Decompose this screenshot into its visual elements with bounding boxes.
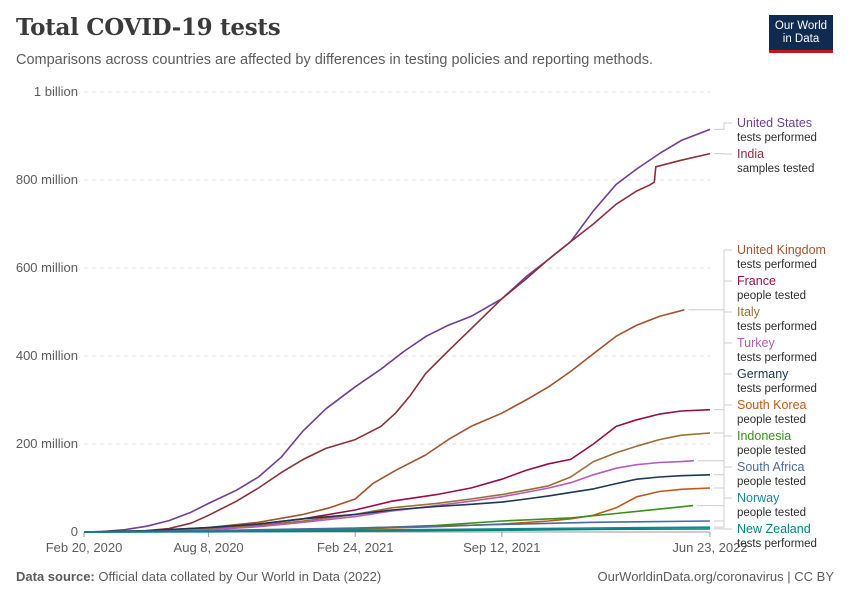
series-line-turkey (83, 459, 694, 533)
label-connector (714, 280, 732, 411)
label-connector (697, 342, 732, 462)
series-unit-label: tests performed (737, 132, 817, 144)
series-unit-label: tests performed (737, 383, 817, 395)
series-lines (83, 128, 711, 533)
label-connector (697, 435, 732, 507)
series-label: Norway (737, 491, 780, 505)
label-connector (714, 122, 732, 130)
label-connector (714, 311, 732, 434)
series-label: New Zealand (737, 522, 811, 536)
data-source-label: Data source: (16, 569, 95, 584)
logo-line-2: in Data (782, 32, 820, 45)
y-tick-label: 1 billion (34, 84, 78, 99)
label-connector (714, 404, 732, 489)
chart-subtitle: Comparisons across countries are affecte… (16, 52, 654, 68)
series-line-italy (83, 432, 711, 533)
series-label: United States (737, 116, 812, 130)
series-unit-label: tests performed (737, 538, 817, 550)
x-tick-label: Feb 24, 2021 (317, 540, 394, 555)
series-label: South Africa (737, 460, 804, 474)
x-tick-label: Sep 12, 2021 (463, 540, 540, 555)
chart-title: Total COVID-19 tests (16, 14, 281, 41)
label-connector (714, 466, 732, 522)
series-line-india (83, 152, 711, 533)
series-line-germany (83, 474, 711, 533)
footer-link[interactable]: OurWorldinData.org/coronavirus | CC BY (597, 569, 834, 584)
line-chart: 0 200 million 400 million 600 million 800 mi… (16, 84, 826, 555)
x-axis: Feb 20, 2020 Aug 8, 2020 Feb 24, 2021 Sep 1… (46, 532, 748, 555)
series-unit-label: people tested (737, 290, 806, 302)
series-unit-label: people tested (737, 414, 806, 426)
logo-line-1: Our World (774, 19, 828, 32)
y-tick-label: 400 million (16, 348, 78, 363)
series-unit-label: samples tested (737, 163, 814, 175)
y-tick-label: 600 million (16, 260, 78, 275)
label-connector (714, 373, 732, 476)
series-unit-label: people tested (737, 445, 806, 457)
series-unit-label: tests performed (737, 352, 817, 364)
series-label: United Kingdom (737, 243, 826, 257)
y-tick-label: 0 (71, 524, 78, 539)
label-connector (714, 497, 732, 528)
x-tick-label: Feb 20, 2020 (46, 540, 123, 555)
series-label: Turkey (737, 336, 775, 350)
series-label: France (737, 274, 776, 288)
series-unit-label: tests performed (737, 321, 817, 333)
series-line-south-africa (83, 520, 711, 533)
owid-logo[interactable]: Our World in Data (769, 15, 833, 53)
x-tick-label: Aug 8, 2020 (174, 540, 244, 555)
x-tick-label: Jun 23, 2022 (672, 540, 747, 555)
y-tick-label: 800 million (16, 172, 78, 187)
series-unit-label: people tested (737, 507, 806, 519)
series-line-united-states (83, 128, 711, 533)
y-tick-label: 200 million (16, 436, 78, 451)
series-label: India (737, 147, 764, 161)
series-unit-label: people tested (737, 476, 806, 488)
label-connector (688, 249, 732, 311)
series-label: Indonesia (737, 429, 791, 443)
series-label: Germany (737, 367, 789, 381)
chart-grid: 0 200 million 400 million 600 million 800 mi… (16, 84, 710, 539)
series-line-new-zealand (83, 528, 711, 533)
data-source: Data source: Official data collated by O… (16, 569, 381, 584)
series-unit-label: tests performed (737, 259, 817, 271)
series-line-united-kingdom (83, 309, 685, 533)
data-source-text[interactable]: Official data collated by Our World in D… (98, 569, 382, 584)
series-label: Italy (737, 305, 761, 319)
series-labels: United States tests performed India samples… (688, 116, 826, 550)
series-label: South Korea (737, 398, 807, 412)
